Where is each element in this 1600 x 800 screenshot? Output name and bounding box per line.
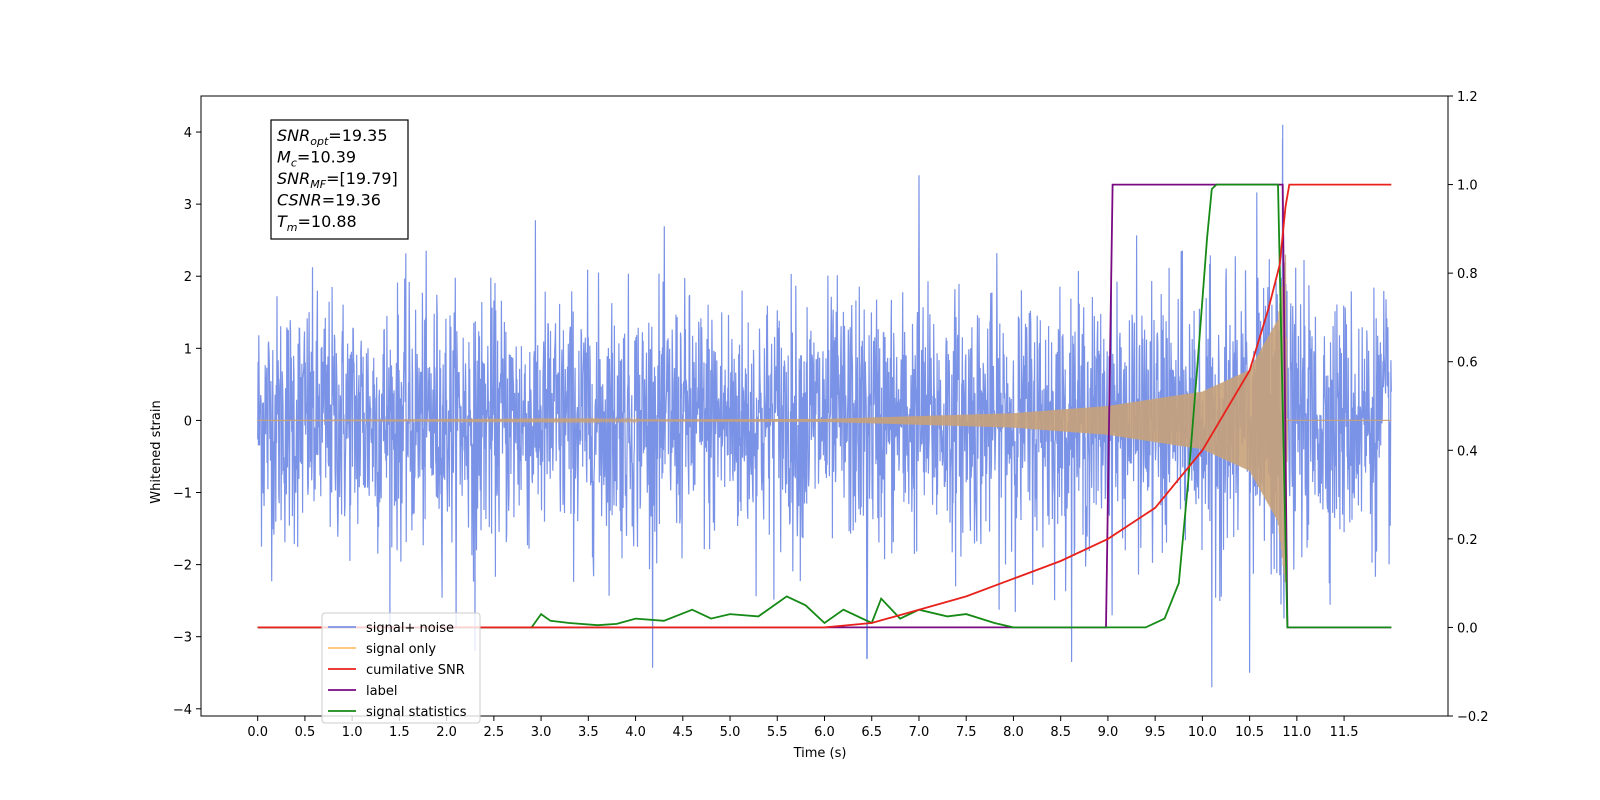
x-tick-label: 7.5: [956, 725, 977, 740]
y-tick-label: −4: [173, 703, 192, 718]
y2-tick-label: 0.8: [1457, 267, 1478, 282]
x-tick-label: 8.0: [1003, 725, 1024, 740]
y2-tick-label: 0.6: [1457, 356, 1478, 371]
x-tick-label: 1.5: [389, 725, 410, 740]
annotation-value: =[19.79]: [326, 169, 398, 188]
x-tick-label: 1.0: [342, 725, 363, 740]
axes: 0.0 0.5 1.0 1.5 2.0 2.5 3.0 3.5 4.0 4.5 5.0 5.5 6.0 6…: [173, 90, 1489, 740]
y2-tick-label: 1.0: [1457, 179, 1478, 194]
x-tick-label: 2.5: [484, 725, 505, 740]
x-tick-label: 9.0: [1098, 725, 1119, 740]
x-tick-label: 0.5: [295, 725, 316, 740]
y2-tick-label: 0.2: [1457, 533, 1478, 548]
y-tick-label: −2: [173, 559, 192, 574]
x-tick-label: 4.5: [672, 725, 693, 740]
annotation-line: SNRMF=[19.79]: [277, 169, 398, 191]
x-axis-label: Time (s): [793, 746, 847, 761]
annotation-subscript: c: [291, 157, 297, 170]
y-tick-label: 3: [184, 198, 192, 213]
legend-label: cumilative SNR: [366, 663, 465, 678]
x-tick-label: 10.0: [1188, 725, 1217, 740]
annotation-border: [270, 119, 409, 240]
x-tick-label: 7.0: [909, 725, 930, 740]
annotation-line: Tm=10.88: [277, 212, 357, 234]
annotation-line: CSNR=19.36: [277, 191, 381, 210]
y2-tick-label: 0.0: [1457, 621, 1478, 636]
y-tick-label: −1: [173, 487, 192, 502]
x-tick-label: 2.0: [436, 725, 457, 740]
legend-box: [321, 612, 481, 724]
y2-tick-label: 0.4: [1457, 444, 1478, 459]
cumulative-snr-series: [257, 183, 1392, 629]
annotation-symbol: SNR: [277, 126, 310, 145]
annotation-subscript: m: [287, 221, 298, 234]
legend-label: label: [366, 684, 397, 699]
signal-noise-series: [257, 124, 1392, 688]
metrics-annotation-box: SNRopt=19.35Mc=10.39SNRMF=[19.79]CSNR=19…: [270, 119, 409, 240]
x-tick-label: 3.5: [578, 725, 599, 740]
clipped-series: [257, 124, 1392, 688]
x-tick-label: 0.0: [247, 725, 268, 740]
x-tick-label: 10.5: [1235, 725, 1264, 740]
x-tick-label: 9.5: [1145, 725, 1166, 740]
annotation-subscript: opt: [310, 135, 329, 148]
y-tick-label: 4: [184, 126, 192, 141]
y-tick-label: 0: [184, 414, 192, 429]
y-tick-label: 2: [184, 270, 192, 285]
plot-area: [257, 124, 1392, 688]
legend: signal+ noise signal only cumilative SNR la…: [321, 612, 481, 724]
annotation-value: =10.39: [297, 148, 356, 167]
y2-tick-label: 1.2: [1457, 90, 1478, 105]
signal-only-series: [257, 254, 1392, 583]
y2-tick-label: −0.2: [1457, 710, 1489, 725]
y-tick-label: 1: [184, 342, 192, 357]
legend-label: signal only: [366, 642, 436, 657]
annotation-symbol: SNR: [277, 169, 310, 188]
legend-label: signal+ noise: [366, 621, 454, 636]
annotation-symbol: T: [277, 212, 288, 231]
annotation-line: Mc=10.39: [277, 148, 356, 170]
x-tick-label: 3.0: [531, 725, 552, 740]
x-tick-label: 6.0: [814, 725, 835, 740]
x-tick-label: 11.5: [1330, 725, 1359, 740]
x-tick-label: 11.0: [1282, 725, 1311, 740]
annotation-symbol: M: [277, 148, 291, 167]
y-axis-label: Whitened strain: [149, 400, 164, 503]
annotation-value: =19.36: [322, 191, 381, 210]
x-tick-label: 8.5: [1050, 725, 1071, 740]
legend-label: signal statistics: [366, 705, 467, 720]
x-tick-label: 5.0: [720, 725, 741, 740]
annotation-value: =10.88: [298, 212, 357, 231]
annotation-symbol: CSNR: [277, 191, 322, 210]
annotation-line: SNRopt=19.35: [277, 126, 388, 148]
annotation-subscript: MF: [310, 178, 326, 191]
x-tick-label: 4.0: [625, 725, 646, 740]
x-tick-label: 5.5: [767, 725, 788, 740]
signal-statistics-series: [257, 183, 1392, 629]
y-tick-label: −3: [173, 631, 192, 646]
annotation-value: =19.35: [328, 126, 387, 145]
x-tick-label: 6.5: [861, 725, 882, 740]
